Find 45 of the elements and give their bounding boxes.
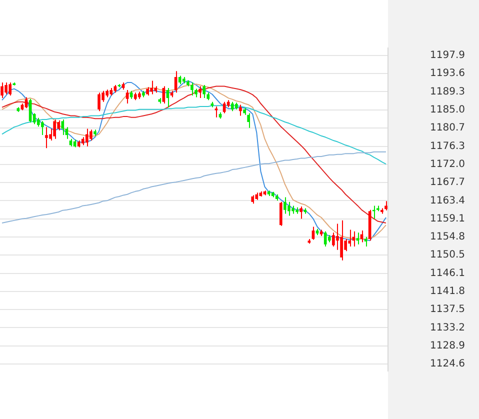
candlestick [150, 80, 153, 95]
y-tick-label: 1128.9 [430, 340, 465, 352]
y-tick-label: 1176.3 [430, 141, 465, 152]
y-tick-label: 1124.6 [430, 358, 465, 370]
candlestick [239, 104, 242, 116]
y-tick-label: 1180.7 [430, 122, 465, 134]
y-tick-label: 1154.8 [430, 231, 465, 242]
candlestick [279, 201, 282, 226]
candlestick [41, 120, 44, 136]
candlestick [53, 119, 56, 140]
candlestick [98, 92, 100, 112]
candlestick [190, 82, 194, 96]
candlestick [288, 201, 290, 216]
candlestick [8, 82, 12, 96]
candlestick [324, 230, 327, 248]
y-tick-label: 1159.1 [430, 213, 465, 224]
candlestick [61, 119, 64, 136]
candlestick [202, 84, 206, 99]
candlestick [348, 229, 352, 248]
y-tick-label: 1146.1 [430, 268, 465, 280]
y-tick-label: 1167.7 [430, 177, 465, 188]
candlestick [126, 90, 129, 104]
y-tick-label: 1185.0 [430, 104, 465, 116]
y-tick-label: 1150.5 [430, 250, 465, 261]
y-tick-label: 1172.0 [430, 159, 465, 170]
candlestick [332, 232, 335, 248]
candlestick [384, 200, 388, 211]
y-tick-label: 1163.4 [430, 195, 465, 206]
candlestick [300, 206, 303, 220]
candlestick [284, 196, 286, 214]
y-tick-label: 1193.6 [430, 68, 465, 80]
y-tick-label: 1197.9 [430, 50, 465, 62]
candlestick [340, 220, 343, 261]
candlestick [0, 82, 4, 99]
candlestick [4, 82, 8, 95]
y-tick-label: 1189.3 [430, 86, 465, 98]
candlestick [45, 126, 48, 149]
candlestick [247, 112, 250, 128]
candlestick [352, 230, 356, 248]
y-tick-label: 1133.2 [430, 322, 465, 334]
candlestick [230, 101, 234, 112]
y-tick-label: 1137.5 [430, 304, 465, 316]
candlestick [85, 128, 88, 147]
y-tick-label: 1141.8 [430, 286, 465, 298]
candlestick [198, 86, 202, 99]
